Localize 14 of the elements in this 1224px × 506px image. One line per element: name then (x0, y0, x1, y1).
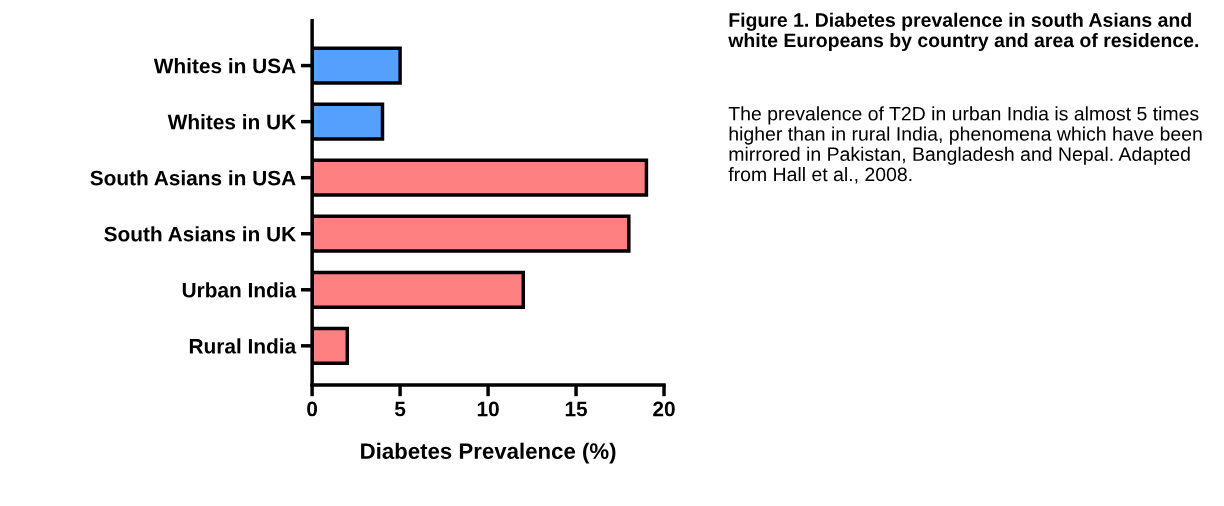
text: The prevalence of T2D in urban India is almost 5 times higher than in rural India, phenomena which have been mirrored in Pakistan, Bangladesh and Nepal. Adapted from Hall et al., 2008. (728, 106, 1202, 184)
y-tick-label: Whites in UK (167, 114, 296, 130)
x-tick-label: 15 (565, 401, 588, 417)
y-tick-label: Urban India (182, 282, 297, 298)
y-tick-label: South Asians in UK (104, 226, 296, 242)
x-tick-label: 5 (394, 401, 406, 417)
x-axis-title: Diabetes Prevalence (%) (361, 442, 616, 464)
y-tick-label: Whites in USA (153, 58, 296, 74)
y-tick-label: South Asians in USA (90, 170, 296, 186)
x-tick-label: 10 (477, 401, 499, 417)
y-tick-label: Rural India (189, 338, 297, 354)
x-tick-label: 20 (653, 401, 675, 417)
text: Figure 1. Diabetes prevalence in south Asians and white Europeans by country and area of residence. (728, 12, 1199, 52)
x-tick-label: 0 (307, 401, 318, 417)
